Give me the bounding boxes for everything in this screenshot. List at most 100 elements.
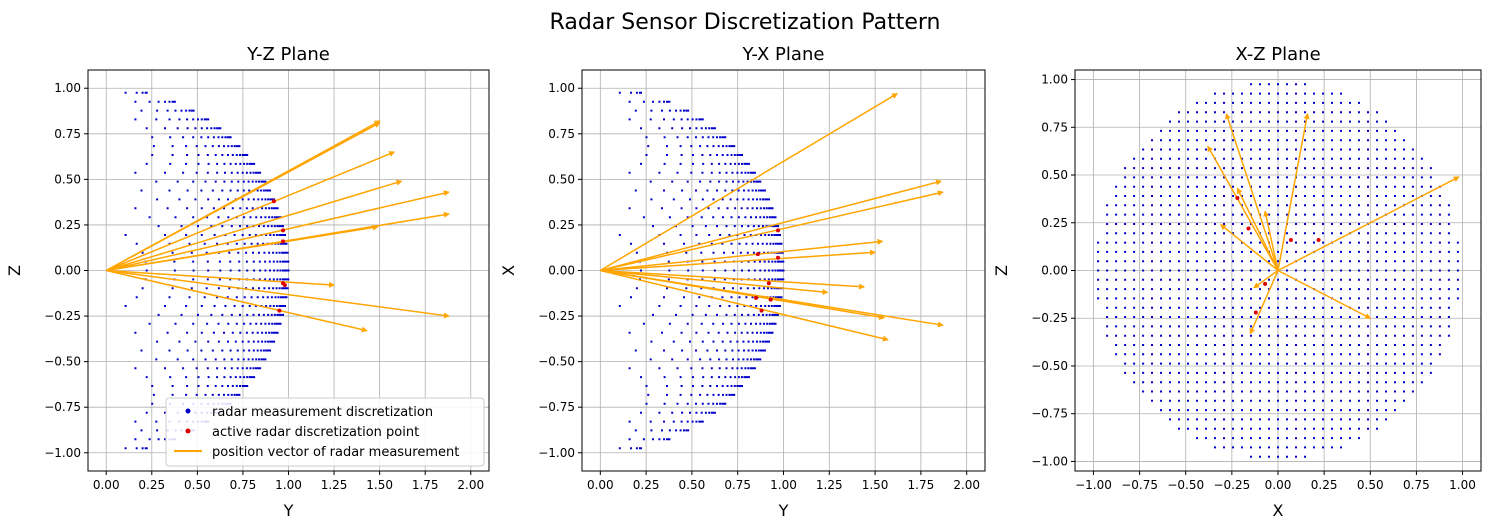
legend: radar measurement discretization active r… [165,397,485,467]
position-vector [600,269,866,290]
position-vector [599,93,898,272]
y-axis-label: Z [992,265,1011,276]
y-tick-label: −0.50 [538,355,575,369]
active-point [1253,310,1258,315]
y-tick-label: 0.00 [54,264,81,278]
position-vector [1249,270,1279,335]
position-vector [106,190,450,272]
position-vector [1277,176,1460,272]
y-axis-label: X [499,265,518,276]
legend-marker-dot [185,408,191,414]
y-tick-label: 0.00 [1041,264,1068,278]
position-vector [600,179,943,272]
x-tick-label: 0.00 [1265,478,1292,492]
legend-label: radar measurement discretization [212,405,433,420]
y-tick-label: −0.25 [44,309,81,323]
x-tick-label: −0.25 [1213,478,1250,492]
position-vector [1207,145,1279,271]
y-tick-label: 0.25 [548,218,575,232]
position-vector [106,269,450,319]
y-tick-label: 1.00 [548,81,575,95]
x-axis-label: Y [778,501,789,520]
active-point [282,283,287,288]
active-point [1235,195,1240,200]
x-tick-label: 0.50 [1357,478,1384,492]
y-tick-label: −0.25 [1031,311,1068,325]
discretization-points [124,91,290,450]
discretization-points [618,91,785,450]
y-tick-label: −0.50 [44,355,81,369]
position-vector [1225,112,1279,271]
x-tick-label: 0.75 [1403,478,1430,492]
y-tick-label: 0.50 [54,172,81,186]
y-tick-label: 0.75 [1041,120,1068,134]
position-vector [1277,269,1372,319]
panel-1: Y-Z Plane 0.00 0.25 0.50 0.75 1.00 1.25 1.50 1.7… [5,44,490,520]
active-point [281,228,286,233]
position-vector [106,224,379,272]
active-point [759,308,764,313]
y-tick-label: −1.00 [1031,454,1068,468]
y-tick-label: −0.25 [538,309,575,323]
position-vector [600,269,829,295]
x-tick-label: 0.25 [633,478,660,492]
x-tick-label: 1.00 [1449,478,1476,492]
y-tick-label: −0.50 [1031,359,1068,373]
position-vector [600,190,944,272]
active-point [271,199,276,204]
x-tick-label: 0.75 [230,478,257,492]
position-vector [600,238,884,272]
x-tick-label: 2.00 [953,478,980,492]
panel-title: Y-X Plane [742,44,825,65]
y-tick-label: 1.00 [1041,73,1068,87]
active-point [1263,281,1268,286]
x-tick-label: 0.25 [138,478,165,492]
x-tick-label: 1.00 [770,478,797,492]
active-point [1316,237,1321,242]
x-tick-label: 1.25 [321,478,348,492]
active-point [281,239,286,244]
active-point [754,295,759,300]
panel-title: Y-Z Plane [246,44,330,65]
x-tick-label: 1.50 [862,478,889,492]
active-point [766,281,771,286]
legend-label: position vector of radar measurement [212,445,459,460]
x-tick-label: 1.25 [816,478,843,492]
panel-2: Y-X Plane 0.00 0.25 0.50 0.75 1.00 1.25 1.50 1.7… [499,44,986,520]
y-tick-label: −0.75 [1031,407,1068,421]
x-tick-label: 1.75 [412,478,439,492]
legend-box [165,397,485,467]
active-point [1288,237,1293,242]
x-tick-label: 0.00 [587,478,614,492]
position-vector [105,122,381,272]
y-tick-label: 0.25 [54,218,81,232]
y-tick-label: −1.00 [44,446,81,460]
figure-title: Radar Sensor Discretization Pattern [550,10,941,35]
x-tick-label: −0.75 [1121,478,1158,492]
y-tick-label: 0.00 [548,264,575,278]
y-axis-label: Z [5,265,24,276]
position-vector [1277,112,1310,271]
position-vector [1253,269,1279,289]
position-vector [106,269,336,288]
y-tick-label: −0.75 [538,400,575,414]
x-axis-label: Y [283,501,294,520]
position-vector [600,249,877,272]
active-point [776,255,781,260]
x-tick-label: 0.50 [679,478,706,492]
active-point [768,297,773,302]
y-tick-label: −0.75 [44,400,81,414]
position-vector [106,179,403,272]
legend-label: active radar discretization point [212,425,419,440]
x-tick-label: −0.50 [1167,478,1204,492]
position-vector [106,269,368,333]
y-tick-label: 0.75 [54,127,81,141]
y-tick-label: 0.75 [548,127,575,141]
position-vector [600,269,889,342]
active-point [755,252,760,257]
panel-3: X-Z Plane −1.00 −0.75 −0.50 −0.25 0.00 0.25 0.5… [992,44,1482,520]
y-tick-label: 0.50 [548,172,575,186]
y-tick-label: 0.25 [1041,216,1068,230]
x-tick-label: 1.75 [908,478,935,492]
